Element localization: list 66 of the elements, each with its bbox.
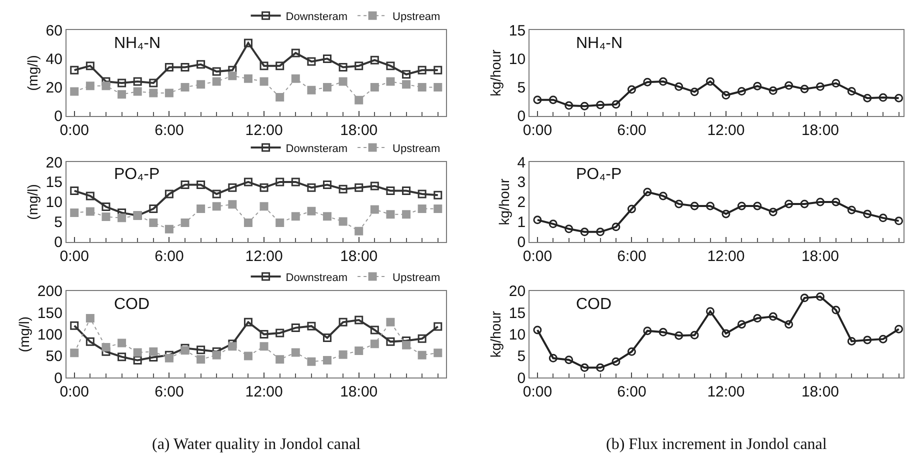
- y-tick-label: 0: [54, 108, 62, 126]
- y-tick-label: 150: [37, 304, 62, 322]
- y-tick-label: 10: [508, 50, 526, 68]
- y-axis-title: (mg/l): [24, 55, 40, 91]
- y-tick-label: 10: [46, 194, 62, 212]
- legend-label: Downsteram: [286, 10, 348, 23]
- y-tick-label: 50: [46, 348, 62, 366]
- y-tick-label: 100: [37, 326, 62, 344]
- y-tick-label: 15: [508, 304, 526, 322]
- x-tick-label: 0:00: [60, 122, 89, 139]
- y-tick-label: 15: [508, 22, 526, 40]
- y-tick-label: 20: [46, 154, 62, 172]
- x-tick-label: 12:00: [707, 384, 745, 401]
- x-tick-label: 12:00: [245, 122, 283, 139]
- x-tick-label: 18:00: [801, 122, 840, 139]
- x-tick-label: 18:00: [340, 248, 378, 265]
- legend-label: Upstream: [392, 142, 440, 155]
- x-tick-label: 6:00: [617, 384, 646, 401]
- y-tick-label: 3: [517, 174, 526, 192]
- x-tick-label: 12:00: [245, 384, 283, 401]
- y-axis-title: kg/hour: [487, 49, 504, 96]
- x-tick-label: 18:00: [340, 122, 378, 139]
- x-tick-label: 18:00: [340, 384, 378, 401]
- y-tick-label: 15: [46, 174, 62, 192]
- x-tick-label: 6:00: [617, 248, 646, 265]
- legend-label: Downstream: [286, 272, 348, 284]
- chart-title: PO₄-P: [114, 166, 160, 183]
- y-axis-title: (mg/l): [24, 184, 40, 220]
- x-tick-label: 6:00: [154, 384, 184, 401]
- x-tick-label: 12:00: [707, 248, 745, 265]
- y-tick-label: 5: [517, 80, 526, 96]
- x-tick-label: 12:00: [707, 122, 745, 139]
- x-tick-label: 6:00: [154, 248, 184, 265]
- chart-title: PO₄-P: [576, 166, 622, 183]
- y-tick-label: 2: [517, 194, 526, 212]
- y-tick-label: 200: [37, 283, 62, 300]
- x-tick-label: 6:00: [154, 122, 184, 139]
- y-tick-label: 40: [46, 50, 62, 68]
- chart-title: COD: [576, 296, 612, 313]
- y-tick-label: 10: [508, 326, 526, 344]
- y-tick-label: 20: [508, 283, 526, 300]
- text: (a) Water quality in Jondol canal: [152, 436, 362, 453]
- x-tick-label: 0:00: [60, 384, 89, 401]
- chart-title: COD: [114, 296, 150, 313]
- y-axis-title: (mg/l): [16, 316, 32, 352]
- chart-title: NH₄-N: [576, 35, 623, 52]
- x-tick-label: 18:00: [801, 248, 840, 265]
- y-tick-label: 4: [517, 154, 526, 172]
- text: (b) Flux increment in Jondol canal: [606, 436, 828, 453]
- x-tick-label: 6:00: [617, 122, 646, 139]
- y-axis-title: kg/hour: [496, 178, 512, 226]
- legend-label: Upstream: [392, 272, 440, 284]
- legend-label: Upstream: [392, 10, 440, 23]
- y-tick-label: 20: [46, 80, 62, 96]
- chart-title: NH₄-N: [114, 35, 161, 52]
- x-tick-label: 12:00: [245, 248, 283, 265]
- y-axis-title: kg/hour: [487, 310, 504, 358]
- x-tick-label: 0:00: [60, 248, 89, 265]
- x-tick-label: 18:00: [801, 384, 840, 401]
- y-tick-label: 5: [54, 214, 62, 232]
- y-tick-label: 0: [54, 370, 62, 387]
- y-tick-label: 60: [46, 22, 62, 40]
- y-tick-label: 1: [517, 214, 526, 232]
- y-tick-label: 0: [54, 234, 62, 252]
- y-tick-label: 5: [517, 348, 526, 366]
- legend-label: Downsteram: [286, 142, 348, 155]
